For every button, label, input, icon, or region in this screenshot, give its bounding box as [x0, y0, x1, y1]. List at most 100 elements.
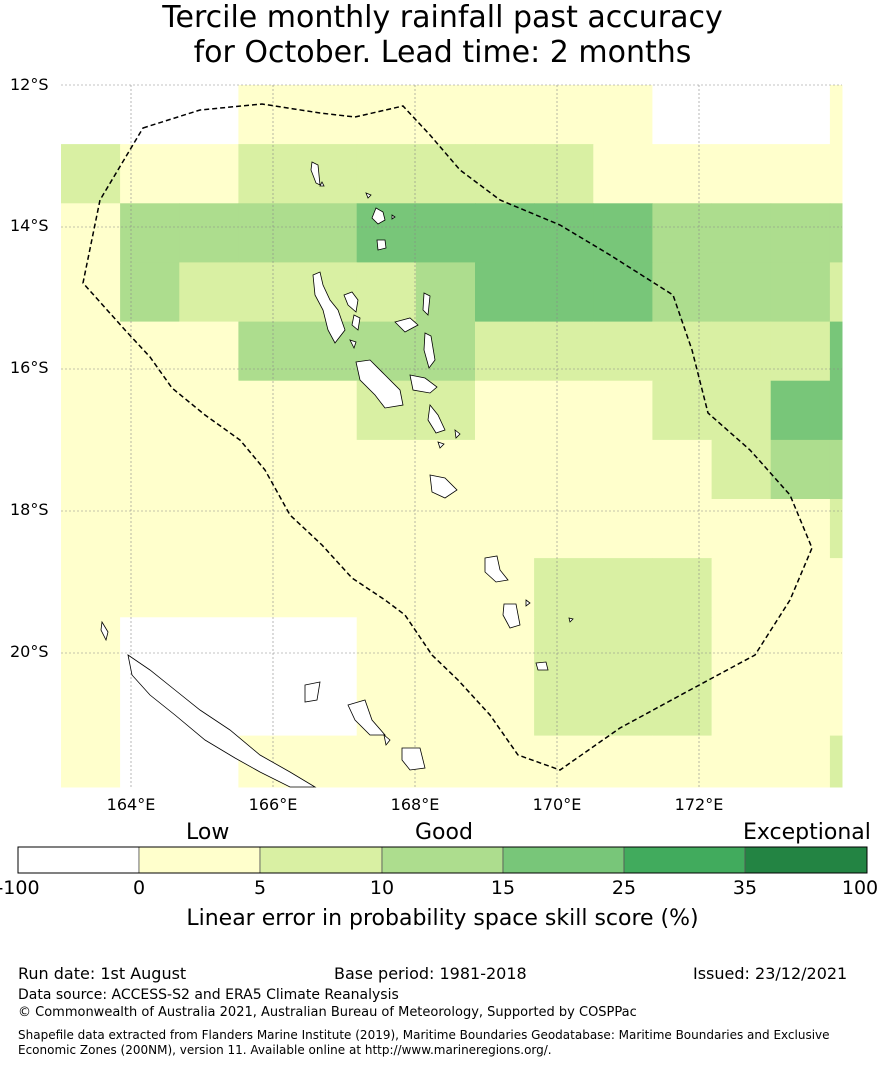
- island-outline: [371, 207, 386, 225]
- grid-cell: [120, 617, 180, 677]
- grid-cell: [120, 735, 180, 788]
- grid-cell: [770, 439, 831, 500]
- grid-cell: [415, 558, 476, 618]
- grid-cell: [652, 558, 712, 618]
- grid-cell: [297, 144, 358, 204]
- grid-cell: [593, 439, 653, 500]
- grid-cell: [179, 144, 239, 204]
- grid-cell: [534, 85, 594, 145]
- island-outline: [568, 617, 574, 623]
- grid-cell: [120, 203, 180, 263]
- island-outline: [100, 620, 109, 642]
- island-outline: [319, 181, 325, 187]
- island-outline: [484, 555, 509, 583]
- grid-cell: [120, 499, 180, 559]
- colorbar-segment: [17, 846, 140, 874]
- grid-cell: [770, 617, 831, 677]
- grid-cell: [534, 144, 594, 204]
- grid-cell: [238, 617, 298, 677]
- grid-cell: [829, 676, 843, 736]
- grid-cell: [238, 203, 298, 263]
- grid-cell: [770, 144, 831, 204]
- grid-cell: [238, 676, 298, 736]
- grid-cell: [829, 617, 843, 677]
- grid-cell: [238, 144, 298, 204]
- grid-cell: [475, 499, 535, 559]
- island-outline: [525, 599, 531, 607]
- grid-cell: [179, 499, 239, 559]
- grid-cell: [120, 321, 180, 382]
- grid-cell: [120, 85, 180, 145]
- copyright: © Commonwealth of Australia 2021, Austra…: [18, 1005, 637, 1020]
- grid-cell: [534, 262, 594, 322]
- grid-cell: [475, 676, 535, 736]
- grid-cell: [475, 203, 535, 263]
- grid-cell: [238, 558, 298, 618]
- colorbar-segment: [381, 846, 504, 874]
- grid-cell: [829, 439, 843, 500]
- grid-cell: [356, 203, 417, 263]
- island-outline: [310, 161, 321, 186]
- grid-cell: [61, 499, 121, 559]
- grid-cell: [593, 499, 653, 559]
- colorbar-tick: 0: [132, 877, 146, 899]
- island-outline: [355, 359, 404, 409]
- grid-cell: [120, 558, 180, 618]
- grid-cell: [829, 262, 843, 322]
- grid-cell: [534, 735, 594, 788]
- lat-label: 16°S: [10, 358, 49, 377]
- grid-cell: [711, 558, 772, 618]
- grid-cell: [829, 203, 843, 263]
- grid-cell: [475, 85, 535, 145]
- grid-cell: [475, 617, 535, 677]
- grid-cell: [61, 558, 121, 618]
- lon-label: 168°E: [390, 795, 440, 814]
- island-outline: [391, 214, 396, 220]
- grid-cell: [179, 558, 239, 618]
- island-outline: [383, 733, 391, 746]
- skill-grid-cells: [61, 85, 843, 788]
- grid-cell: [652, 380, 712, 441]
- grid-cell: [297, 735, 358, 788]
- grid-cell: [829, 735, 843, 788]
- island-outline: [535, 661, 549, 671]
- grid-cell: [415, 262, 476, 322]
- grid-cell: [356, 558, 417, 618]
- island-outline: [409, 374, 438, 394]
- grid-cell: [297, 380, 358, 441]
- lon-label: 164°E: [106, 795, 156, 814]
- grid-cell: [652, 321, 712, 382]
- grid-cell: [297, 203, 358, 263]
- grid-cell: [475, 735, 535, 788]
- grid-cell: [593, 617, 653, 677]
- run-date: Run date: 1st August: [18, 964, 187, 983]
- grid-cell: [534, 321, 594, 382]
- grid-cell: [415, 617, 476, 677]
- chart-title-line1: Tercile monthly rainfall past accuracy: [162, 0, 723, 35]
- grid-cell: [829, 499, 843, 559]
- grid-cell: [356, 499, 417, 559]
- chart-title-line2: for October. Lead time: 2 months: [193, 35, 692, 70]
- lon-label: 170°E: [532, 795, 582, 814]
- coastlines: [100, 161, 574, 788]
- grid-cell: [356, 144, 417, 204]
- colorbar-tick: 5: [253, 877, 267, 899]
- grid-cell: [593, 203, 653, 263]
- grid-cell: [61, 203, 121, 263]
- lat-label: 14°S: [10, 216, 49, 235]
- grid-cell: [711, 262, 772, 322]
- grid-cell: [297, 321, 358, 382]
- grid-cell: [415, 676, 476, 736]
- grid-cell: [711, 617, 772, 677]
- data-source: Data source: ACCESS-S2 and ERA5 Climate …: [18, 987, 399, 1003]
- island-outline: [376, 239, 387, 251]
- grid-cell: [238, 499, 298, 559]
- grid-cell: [711, 144, 772, 204]
- island-outline: [429, 474, 458, 499]
- colorbar-segment: [259, 846, 383, 874]
- grid-cell: [415, 203, 476, 263]
- colorbar-label: Linear error in probability space skill …: [186, 906, 699, 931]
- grid-cell: [711, 85, 772, 145]
- grid-cell: [593, 144, 653, 204]
